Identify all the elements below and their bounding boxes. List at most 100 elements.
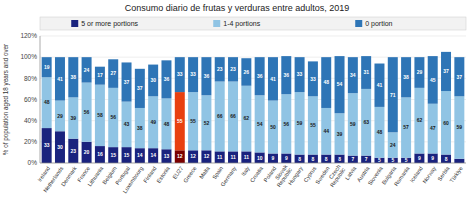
data-label: 33 (190, 71, 196, 77)
bar-segment (441, 52, 451, 91)
data-label: 48 (323, 79, 329, 85)
data-label: 11 (217, 154, 223, 160)
x-tick-label-line: Spain (211, 165, 224, 180)
x-tick-label-line: Lithuania (86, 165, 104, 188)
bar-segment (414, 153, 424, 163)
bar-segment (281, 153, 291, 163)
x-tick-label: Netherlands (42, 165, 64, 193)
data-label: 56 (110, 114, 116, 120)
data-label: 39 (337, 131, 343, 137)
data-label: 23 (217, 66, 223, 72)
data-label: 14 (150, 152, 156, 158)
bar-segment (228, 151, 238, 163)
x-tick-label-line: Norway (421, 165, 437, 184)
data-label: 38 (403, 74, 409, 80)
x-tick-label: Romania (393, 165, 411, 188)
data-label: 38 (71, 74, 77, 80)
y-tick-label: 0% (28, 159, 38, 166)
bar-segment (42, 77, 52, 128)
data-label: 27 (110, 70, 116, 76)
data-label: 39 (71, 115, 77, 121)
x-tick-label-line: Türkiye (448, 165, 463, 183)
bar-segment (308, 61, 318, 96)
bar-segment (428, 153, 438, 163)
grid-line (40, 163, 466, 164)
bar-segment (268, 153, 278, 163)
data-label: 7 (351, 156, 354, 162)
data-label: 7 (365, 156, 368, 162)
bar-segment (108, 59, 118, 88)
bar-segment (55, 57, 65, 100)
data-label: 29 (57, 113, 63, 119)
bar-segment (122, 102, 132, 148)
bar-segment (308, 155, 318, 163)
bar-segment (414, 88, 424, 154)
data-label: 5 (405, 157, 408, 163)
data-label: 60 (443, 120, 449, 126)
bar-segment (308, 96, 318, 154)
y-axis-label: % of population aged 18 years and over (2, 44, 10, 155)
y-tick-label: 40% (24, 117, 37, 124)
data-label: 5 (391, 157, 394, 163)
data-label: 8 (338, 156, 341, 162)
x-tick-label: CzechRepublic (324, 164, 346, 189)
data-label: 11 (230, 154, 236, 160)
bar-segment (348, 93, 358, 155)
data-label: 55 (190, 118, 196, 124)
bar-segment (95, 146, 105, 163)
data-label: 37 (457, 74, 463, 80)
bar-segment (228, 57, 238, 81)
x-tick-label: Luxembourg (122, 165, 145, 194)
bar-segment (441, 91, 451, 154)
legend: 5 or more portions1-4 portions0 portion (40, 17, 466, 30)
data-label: 47 (430, 125, 436, 131)
chart: Consumo diario de frutas y verduras entr… (0, 0, 474, 213)
data-label: 36 (284, 72, 290, 78)
bar-segment (161, 98, 171, 149)
bar-segment (441, 155, 451, 163)
data-label: 48 (377, 129, 383, 135)
data-label: 17 (97, 72, 103, 78)
data-label: 62 (417, 117, 423, 123)
bar-segment (454, 57, 464, 96)
x-tick-label: Hungary (287, 165, 304, 186)
x-tick-label: Croatia (249, 165, 265, 184)
bar-segment (414, 57, 424, 88)
title: Consumo diario de frutas y verduras entr… (125, 3, 350, 13)
data-label: 59 (297, 120, 303, 126)
data-label: 9 (431, 155, 434, 161)
data-label: 49 (150, 119, 156, 125)
y-tick-label: 60% (24, 96, 37, 103)
bar-segment (82, 57, 92, 82)
data-label: 54 (337, 81, 343, 87)
x-tick-label: Italy (240, 165, 251, 177)
bar-segment (228, 82, 238, 152)
bar-segment (148, 96, 158, 148)
x-tick-label-line: Germany (219, 165, 237, 187)
bar-segment (321, 108, 331, 155)
bar-segment (95, 85, 105, 146)
x-tick-label: EU27 (171, 165, 184, 180)
x-tick-label-line: Romania (393, 165, 411, 188)
bar-segment (42, 128, 52, 163)
data-label: 34 (350, 72, 356, 78)
bar-segment (188, 57, 198, 92)
bar-segment (241, 86, 251, 152)
x-tick-label: Türkiye (448, 165, 463, 183)
bar-segment (201, 57, 211, 95)
data-label: 41 (377, 82, 383, 88)
bar-segment (42, 57, 52, 77)
data-label: 12 (177, 153, 183, 159)
data-label: 37 (137, 85, 143, 91)
bar-segment (281, 94, 291, 153)
legend-label: 0 portion (365, 20, 392, 28)
bar-segment (255, 95, 265, 152)
bar-segment (374, 158, 384, 163)
data-label: 41 (57, 76, 63, 82)
bar-segment (68, 57, 78, 97)
bar-segment (348, 156, 358, 163)
grid-line (40, 36, 466, 37)
bar-segment (188, 150, 198, 163)
bar-segment (388, 57, 398, 132)
data-label: 31 (363, 69, 369, 75)
